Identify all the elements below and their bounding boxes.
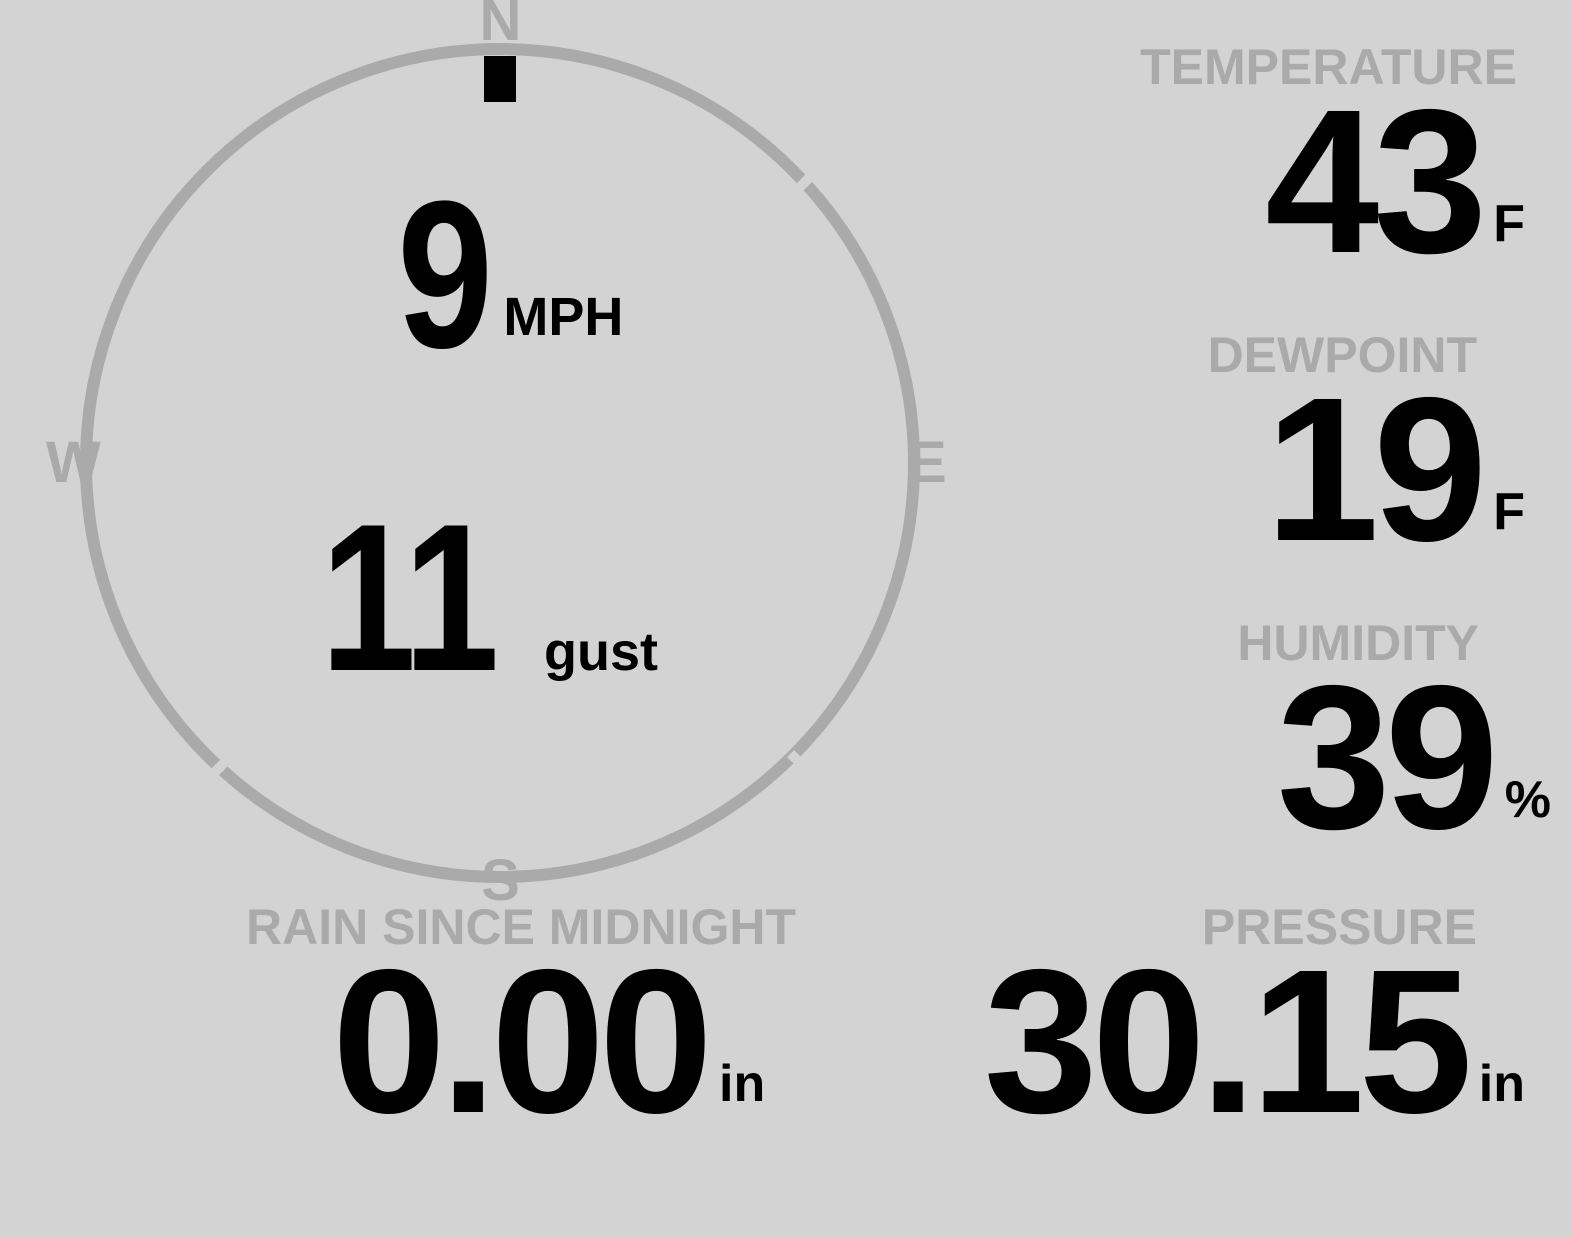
compass-label-west: W	[46, 430, 101, 495]
rain-label: RAIN SINCE MIDNIGHT	[246, 899, 796, 955]
compass-ring	[80, 43, 920, 883]
humidity-value: 39	[1276, 643, 1499, 872]
humidity-label: HUMIDITY	[1237, 615, 1479, 671]
dewpoint-value: 19	[1265, 355, 1487, 584]
compass-tick-southwest	[211, 750, 237, 776]
compass-label-north: N	[479, 0, 522, 53]
pressure-label: PRESSURE	[1201, 899, 1477, 955]
dewpoint-readout: DEWPOINT 19 F	[1207, 327, 1525, 584]
pressure-unit: in	[1478, 1055, 1525, 1114]
humidity-unit: %	[1504, 771, 1551, 830]
dewpoint-label: DEWPOINT	[1207, 327, 1477, 383]
dewpoint-unit: F	[1493, 483, 1525, 542]
temperature-readout: TEMPERATURE 43 F	[1140, 39, 1525, 296]
humidity-readout: HUMIDITY 39 %	[1237, 615, 1551, 872]
pressure-value-row: 30.15 in	[983, 927, 1525, 1156]
temperature-value-row: 43 F	[1140, 67, 1525, 296]
pressure-value: 30.15	[983, 927, 1473, 1156]
wind-compass: N S W E 9 MPH 11 gust	[0, 0, 1000, 920]
rain-unit: in	[719, 1055, 766, 1114]
compass-label-south: S	[481, 848, 520, 913]
rain-value: 0.00	[332, 927, 713, 1156]
wind-speed-unit: MPH	[503, 286, 624, 347]
wind-speed-value: 9	[396, 157, 493, 392]
humidity-value-row: 39 %	[1237, 643, 1551, 872]
rain-value-row: 0.00 in	[246, 927, 796, 1156]
wind-speed-readout: 9 MPH	[150, 157, 850, 392]
temperature-value: 43	[1265, 67, 1487, 296]
temperature-unit: F	[1493, 195, 1525, 254]
pressure-readout: PRESSURE 30.15 in	[983, 899, 1525, 1156]
wind-gust-unit: gust	[544, 621, 658, 682]
wind-gust-readout: 11 gust	[120, 480, 820, 715]
compass-label-east: E	[908, 430, 947, 495]
rain-readout: RAIN SINCE MIDNIGHT 0.00 in	[246, 899, 796, 1156]
wind-direction-marker-icon	[484, 56, 516, 102]
dewpoint-value-row: 19 F	[1208, 355, 1525, 584]
temperature-label: TEMPERATURE	[1140, 39, 1517, 95]
wind-gust-value: 11	[320, 480, 500, 715]
compass-tick-southeast	[787, 750, 813, 776]
